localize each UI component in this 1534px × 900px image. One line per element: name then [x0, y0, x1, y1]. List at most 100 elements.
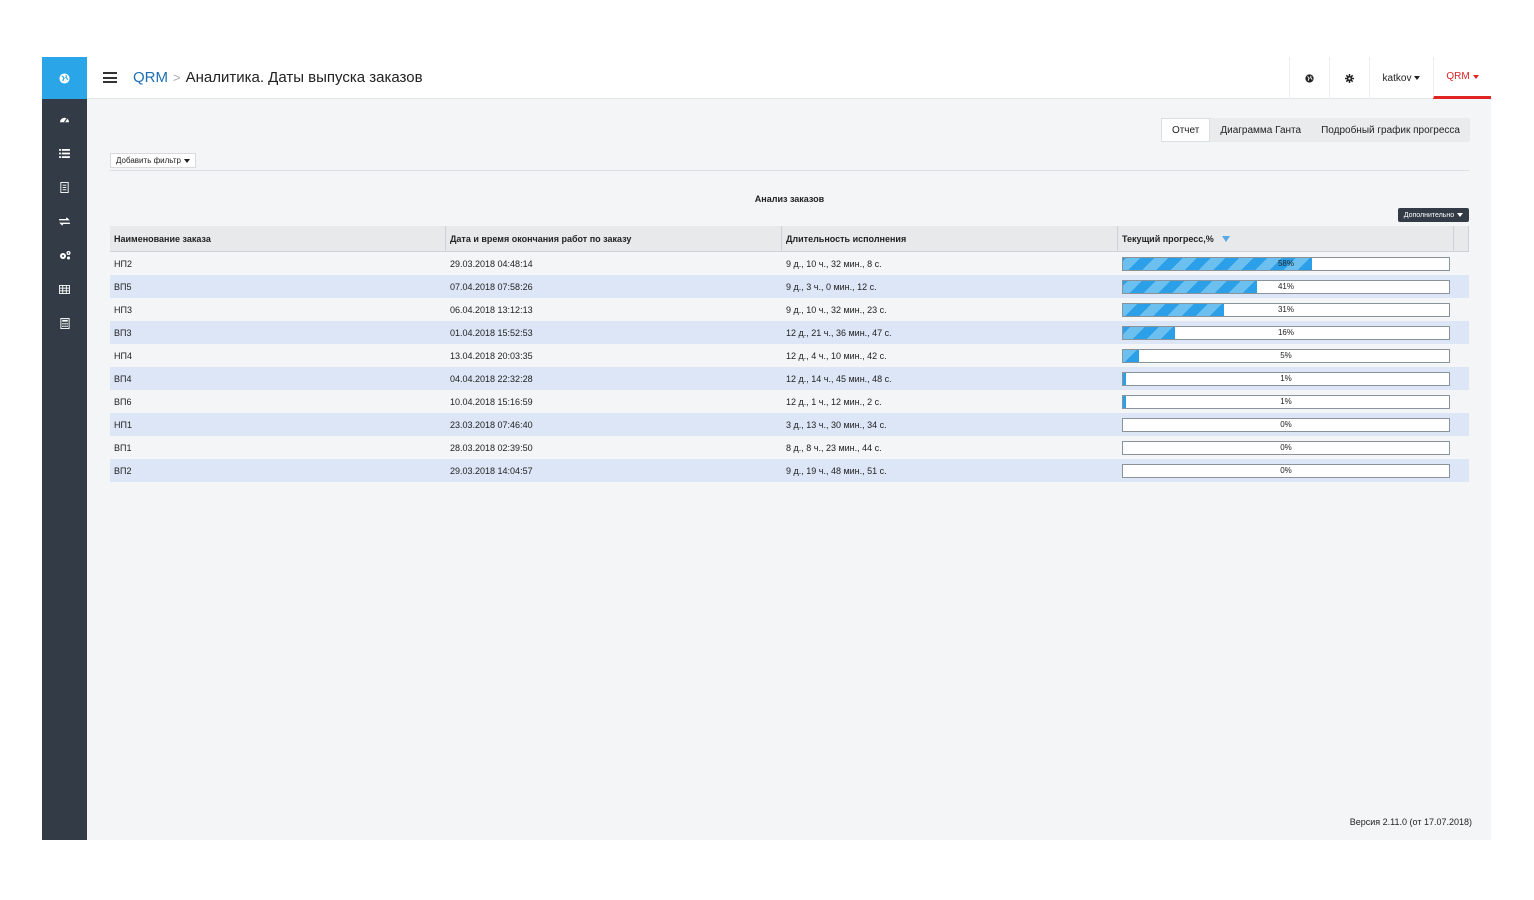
report-title: Анализ заказов	[754, 194, 825, 204]
table-row[interactable]: ВП6 10.04.2018 15:16:59 12 д., 1 ч., 12 ми…	[110, 390, 1469, 413]
progress-bar-fill	[1123, 326, 1176, 339]
calculator-icon	[59, 317, 70, 329]
progress-bar: 0%	[1122, 417, 1450, 432]
sidebar-item-calculator[interactable]	[42, 306, 87, 340]
sidebar-item-settings[interactable]	[42, 238, 87, 272]
end-date-cell: 23.03.2018 07:46:40	[450, 419, 533, 430]
language-button[interactable]	[1289, 57, 1329, 99]
row-spacer	[1454, 367, 1469, 390]
row-spacer	[1454, 344, 1469, 367]
globe-icon	[1305, 73, 1314, 83]
order-name-cell: НП4	[114, 350, 132, 361]
table-row[interactable]: ВП5 07.04.2018 07:58:26 9 д., 3 ч., 0 мин.…	[110, 275, 1469, 298]
chevron-down-icon	[1414, 76, 1421, 80]
add-filter-label: Добавить фильтр	[116, 156, 181, 165]
tab-report[interactable]: Отчет	[1160, 118, 1211, 142]
progress-bar: 0%	[1122, 463, 1450, 478]
column-header-name[interactable]: Наименование заказа	[110, 226, 446, 251]
progress-cell: 58%	[1118, 252, 1454, 275]
progress-bar: 1%	[1122, 394, 1450, 409]
sidebar-home[interactable]	[42, 57, 87, 99]
app-menu-label: QRM	[1446, 71, 1470, 82]
app-menu[interactable]: QRM	[1433, 57, 1491, 99]
end-date-cell: 06.04.2018 13:12:13	[450, 304, 533, 315]
table-row[interactable]: НП1 23.03.2018 07:46:40 3 д., 13 ч., 30 ми…	[110, 413, 1469, 436]
extra-options-button[interactable]: Дополнительно	[1398, 208, 1469, 222]
end-date-cell: 07.04.2018 07:58:26	[450, 281, 533, 292]
table-row[interactable]: ВП3 01.04.2018 15:52:53 12 д., 21 ч., 36 м…	[110, 321, 1469, 344]
table-row[interactable]: ВП1 28.03.2018 02:39:50 8 д., 8 ч., 23 мин…	[110, 436, 1469, 459]
sidebar-item-transfer[interactable]	[42, 204, 87, 238]
tab-gantt[interactable]: Диаграмма Ганта	[1220, 124, 1302, 136]
order-name-cell: НП2	[114, 258, 132, 269]
settings-button[interactable]	[1329, 57, 1369, 99]
column-header-spacer	[1454, 226, 1469, 251]
sort-desc-icon[interactable]	[1221, 235, 1230, 242]
table-row[interactable]: ВП4 04.04.2018 22:32:28 12 д., 14 ч., 45 м…	[110, 367, 1469, 390]
sidebar-item-dashboard[interactable]	[42, 102, 87, 136]
progress-cell: 0%	[1118, 413, 1454, 436]
table-row[interactable]: НП3 06.04.2018 13:12:13 9 д., 10 ч., 32 ми…	[110, 298, 1469, 321]
top-bar: QRM > Аналитика. Даты выпуска заказов	[87, 57, 1491, 99]
duration-cell: 8 д., 8 ч., 23 мин., 44 с.	[786, 442, 882, 453]
end-date-cell: 01.04.2018 15:52:53	[450, 327, 533, 338]
end-date-cell: 29.03.2018 04:48:14	[450, 258, 533, 269]
end-date-cell: 28.03.2018 02:39:50	[450, 442, 533, 453]
progress-bar-fill	[1123, 349, 1140, 362]
sidebar	[42, 57, 87, 840]
row-spacer	[1454, 298, 1469, 321]
order-name-cell: ВП6	[114, 396, 132, 407]
duration-cell: 3 д., 13 ч., 30 мин., 34 с.	[786, 419, 887, 430]
table-row[interactable]: ВП2 29.03.2018 14:04:57 9 д., 19 ч., 48 ми…	[110, 459, 1469, 482]
progress-cell: 31%	[1118, 298, 1454, 321]
progress-bar-fill	[1123, 280, 1257, 293]
progress-label: 16%	[1277, 328, 1294, 337]
duration-cell: 9 д., 10 ч., 32 мин., 8 с.	[786, 258, 882, 269]
chevron-down-icon	[1472, 74, 1479, 79]
progress-bar-fill	[1123, 257, 1313, 270]
progress-label: 1%	[1280, 397, 1292, 406]
column-header-label: Текущий прогресс,%	[1122, 233, 1214, 244]
menu-toggle-icon[interactable]	[103, 72, 117, 83]
order-name-cell: ВП5	[114, 281, 132, 292]
breadcrumb-app[interactable]: QRM	[133, 69, 168, 86]
sidebar-item-document[interactable]	[42, 170, 87, 204]
sidebar-item-list[interactable]	[42, 136, 87, 170]
progress-cell: 0%	[1118, 459, 1454, 482]
duration-cell: 12 д., 14 ч., 45 мин., 48 с.	[786, 373, 892, 384]
row-spacer	[1454, 413, 1469, 436]
chevron-down-icon	[183, 158, 190, 163]
row-spacer	[1454, 275, 1469, 298]
globe-icon	[59, 72, 70, 84]
progress-cell: 5%	[1118, 344, 1454, 367]
tab-progress-chart[interactable]: Подробный график прогресса	[1321, 124, 1460, 136]
row-spacer	[1454, 252, 1469, 275]
add-filter-button[interactable]: Добавить фильтр	[110, 153, 196, 168]
row-spacer	[1454, 321, 1469, 344]
progress-bar: 5%	[1122, 348, 1450, 363]
main-content: QRM > Аналитика. Даты выпуска заказов	[87, 57, 1491, 840]
progress-bar: 0%	[1122, 440, 1450, 455]
end-date-cell: 04.04.2018 22:32:28	[450, 373, 533, 384]
extra-options-label: Дополнительно	[1403, 211, 1455, 219]
user-menu[interactable]: katkov	[1369, 57, 1433, 99]
column-header-end-date[interactable]: Дата и время окончания работ по заказу	[446, 226, 782, 251]
order-name-cell: ВП2	[114, 465, 132, 476]
duration-cell: 12 д., 1 ч., 12 мин., 2 с.	[786, 396, 882, 407]
progress-bar: 31%	[1122, 302, 1450, 317]
document-icon	[60, 181, 69, 193]
user-name: katkov	[1382, 72, 1412, 84]
sidebar-item-table[interactable]	[42, 272, 87, 306]
transfer-icon	[59, 216, 70, 226]
order-name-cell: ВП3	[114, 327, 132, 338]
progress-cell: 1%	[1118, 367, 1454, 390]
progress-label: 5%	[1280, 351, 1292, 360]
progress-cell: 16%	[1118, 321, 1454, 344]
column-header-progress[interactable]: Текущий прогресс,%	[1118, 226, 1454, 251]
column-header-duration[interactable]: Длительность исполнения	[782, 226, 1118, 251]
orders-table: Наименование заказа Дата и время окончан…	[110, 226, 1469, 482]
progress-bar: 16%	[1122, 325, 1450, 340]
table-row[interactable]: НП2 29.03.2018 04:48:14 9 д., 10 ч., 32 ми…	[110, 252, 1469, 275]
progress-cell: 1%	[1118, 390, 1454, 413]
table-row[interactable]: НП4 13.04.2018 20:03:35 12 д., 4 ч., 10 ми…	[110, 344, 1469, 367]
